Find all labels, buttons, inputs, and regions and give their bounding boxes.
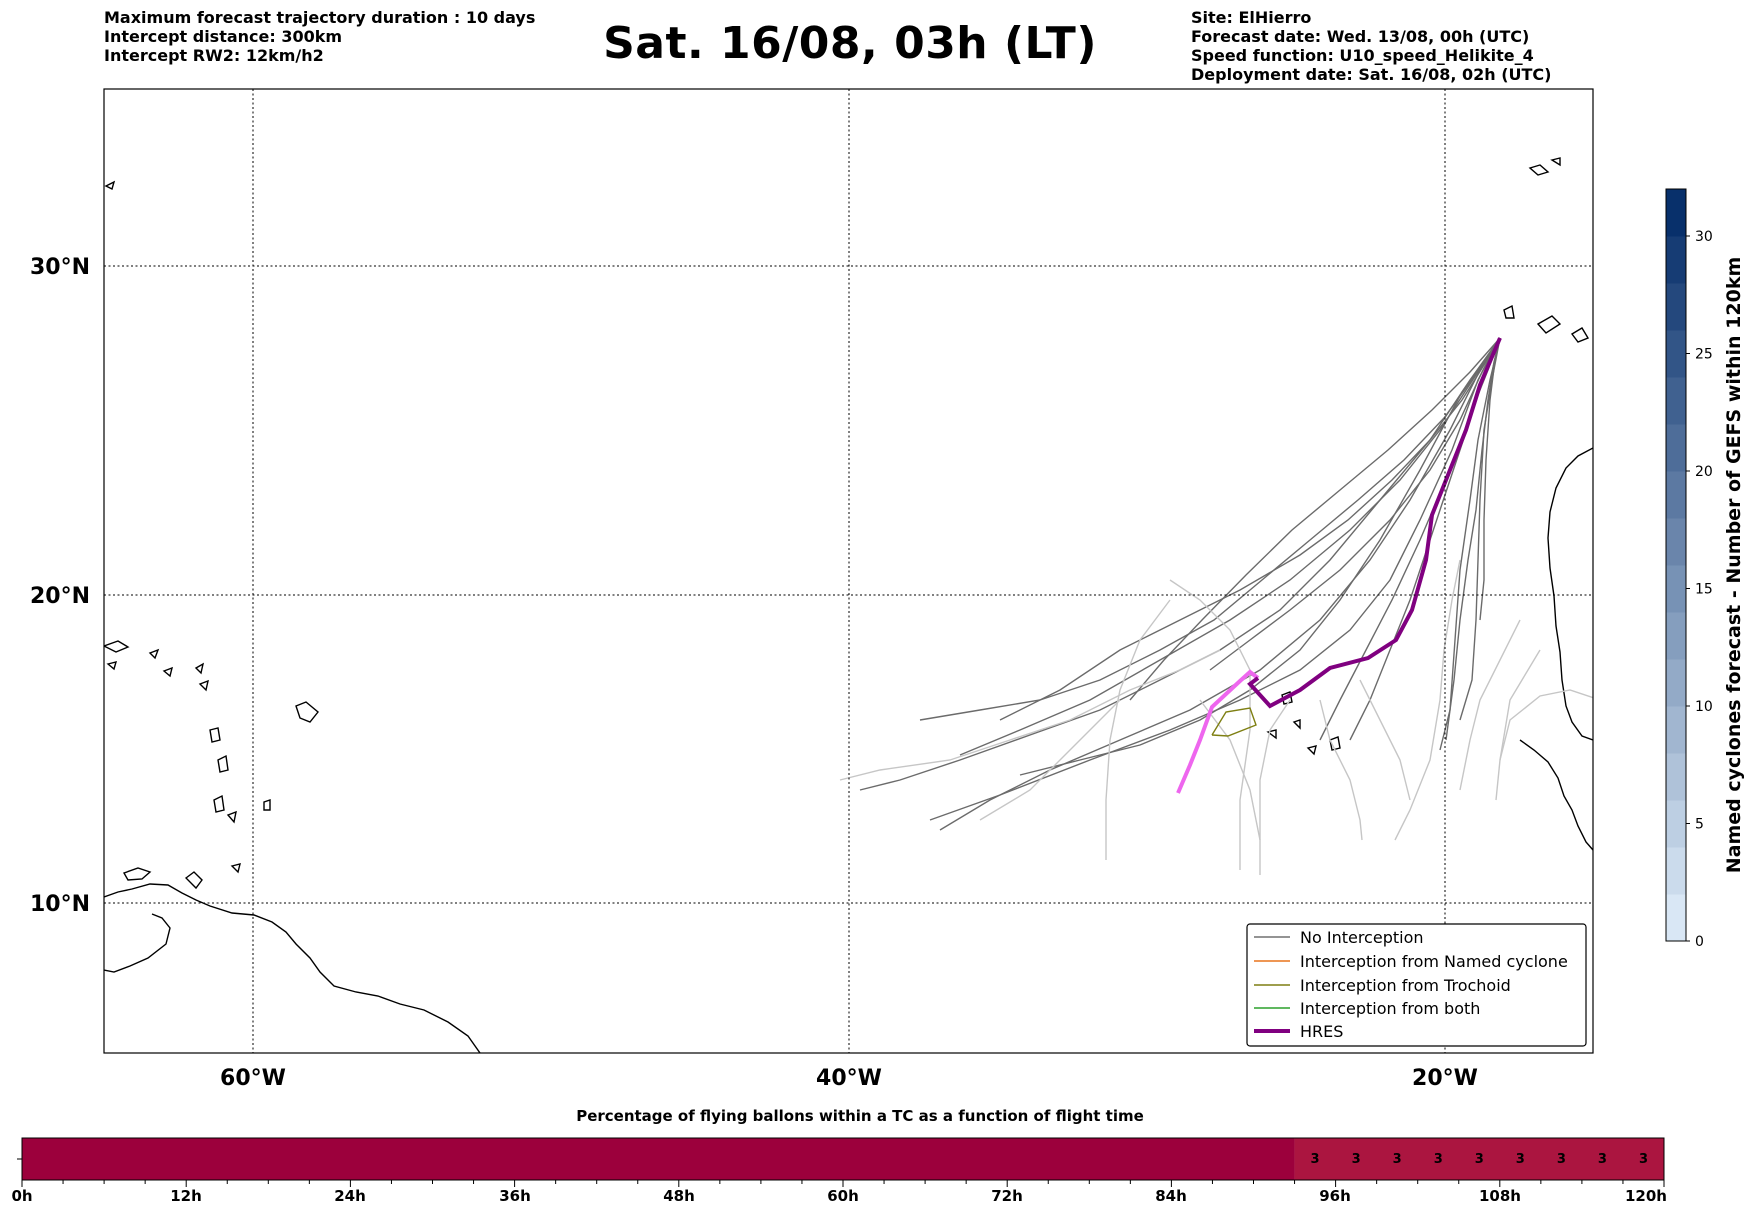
legend-label-no-interception: No Interception (1300, 928, 1424, 947)
colorbar-band (1666, 377, 1686, 425)
flight-bar-cell-value: 3 (1516, 1152, 1525, 1167)
colorbar-band (1666, 753, 1686, 801)
lon-label-40w: 40°W (816, 1066, 882, 1091)
header-left: Maximum forecast trajectory duration : 1… (104, 8, 535, 65)
colorbar-tick-label: 10 (1695, 699, 1713, 715)
tick-label-108h: 108h (1479, 1187, 1521, 1205)
tick-label-12h: 12h (170, 1187, 202, 1205)
flight-bar-cell-value: 3 (1352, 1152, 1361, 1167)
legend-label-both: Interception from both (1300, 999, 1480, 1018)
trochoid-interception-track (1211, 707, 1257, 737)
colorbar-band (1666, 518, 1686, 566)
intercept-rw2-text: Intercept RW2: 12km/h2 (104, 46, 324, 65)
colorbar-ticks: 0 5 10 15 20 25 30 (1686, 229, 1713, 950)
colorbar-label: Named cyclones forecast - Number of GEFS… (1723, 257, 1745, 874)
colorbar-band (1666, 847, 1686, 895)
lon-label-60w: 60°W (220, 1066, 286, 1091)
flight-bar-segments (22, 1138, 1664, 1180)
tick-label-0h: 0h (11, 1187, 33, 1205)
flight-bar-cell-value: 3 (1434, 1152, 1443, 1167)
site-text: Site: ElHierro (1191, 8, 1312, 27)
speed-function-text: Speed function: U10_speed_Helikite_4 (1191, 46, 1534, 65)
legend: No Interception Interception from Named … (1246, 923, 1587, 1047)
colorbar-band (1666, 330, 1686, 378)
lat-label-20n: 20°N (30, 584, 90, 609)
colorbar-frame (1665, 188, 1687, 942)
legend-box (1246, 923, 1587, 1047)
forecast-date-text: Forecast date: Wed. 13/08, 00h (UTC) (1191, 27, 1530, 46)
flight-bar-segment (1294, 1138, 1664, 1180)
lon-label-20w: 20°W (1412, 1066, 1478, 1091)
gridlines (104, 89, 1593, 1053)
flight-bar-title: Percentage of flying ballons within a TC… (576, 1107, 1144, 1125)
hres-track-early (1176, 669, 1260, 794)
colorbar-tick-label: 20 (1695, 464, 1713, 480)
flight-bar-cell-value: 3 (1475, 1152, 1484, 1167)
legend-label-trochoid: Interception from Trochoid (1300, 976, 1511, 995)
colorbar-tick-label: 0 (1695, 934, 1704, 950)
flight-time-bar: 3 3 3 3 3 3 3 3 3 (17, 1137, 1665, 1187)
tick-label-36h: 36h (499, 1187, 531, 1205)
colorbar-band (1666, 894, 1686, 942)
legend-label-hres: HRES (1300, 1022, 1343, 1041)
colorbar-band (1666, 471, 1686, 519)
colorbar-band (1666, 612, 1686, 660)
colorbar-band (1666, 236, 1686, 284)
flight-bar-cell-value: 3 (1393, 1152, 1402, 1167)
colorbar-tick-label: 25 (1695, 347, 1713, 363)
tick-label-120h: 120h (1625, 1187, 1667, 1205)
page-title: Sat. 16/08, 03h (LT) (603, 18, 1097, 69)
colorbar-tick-label: 5 (1695, 817, 1704, 833)
lat-label-30n: 30°N (30, 255, 90, 280)
colorbar-band (1666, 565, 1686, 613)
lat-label-10n: 10°N (30, 892, 90, 917)
colorbar: 0 5 10 15 20 25 30 Named cyclones forecast - N… (1665, 188, 1745, 950)
tick-label-84h: 84h (1155, 1187, 1187, 1205)
flight-bar-cell-value: 3 (1557, 1152, 1566, 1167)
colorbar-tick-label: 15 (1695, 582, 1713, 598)
flight-bar-cell-value: 3 (1311, 1152, 1320, 1167)
colorbar-band (1666, 189, 1686, 237)
colorbar-tick-label: 30 (1695, 229, 1713, 245)
flight-bar-cell-value: 3 (1598, 1152, 1607, 1167)
flight-bar-cell-value: 3 (1639, 1152, 1648, 1167)
hres-track (1247, 337, 1502, 709)
tick-label-48h: 48h (663, 1187, 695, 1205)
max-duration-text: Maximum forecast trajectory duration : 1… (104, 8, 536, 27)
header-right: Site: ElHierro Forecast date: Wed. 13/08… (1191, 8, 1551, 84)
tick-label-60h: 60h (827, 1187, 859, 1205)
deployment-date-text: Deployment date: Sat. 16/08, 02h (UTC) (1191, 65, 1552, 84)
trajectories-no-interception (859, 337, 1501, 831)
tick-label-24h: 24h (334, 1187, 366, 1205)
intercept-distance-text: Intercept distance: 300km (104, 27, 343, 46)
colorbar-band (1666, 659, 1686, 707)
colorbar-band (1666, 800, 1686, 848)
colorbar-band (1666, 706, 1686, 754)
flight-bar-segment (22, 1138, 1295, 1180)
tick-label-96h: 96h (1319, 1187, 1351, 1205)
colorbar-band (1666, 424, 1686, 472)
colorbar-band (1666, 283, 1686, 331)
map-frame (103, 88, 1594, 1054)
colorbar-bands (1666, 189, 1686, 942)
tick-label-72h: 72h (991, 1187, 1023, 1205)
legend-label-named-cyclone: Interception from Named cyclone (1300, 952, 1568, 971)
flight-bar-ticks (21, 1180, 1665, 1187)
coastlines (104, 157, 1593, 1053)
flight-bar-values: 3 3 3 3 3 3 3 3 3 (1311, 1152, 1648, 1167)
